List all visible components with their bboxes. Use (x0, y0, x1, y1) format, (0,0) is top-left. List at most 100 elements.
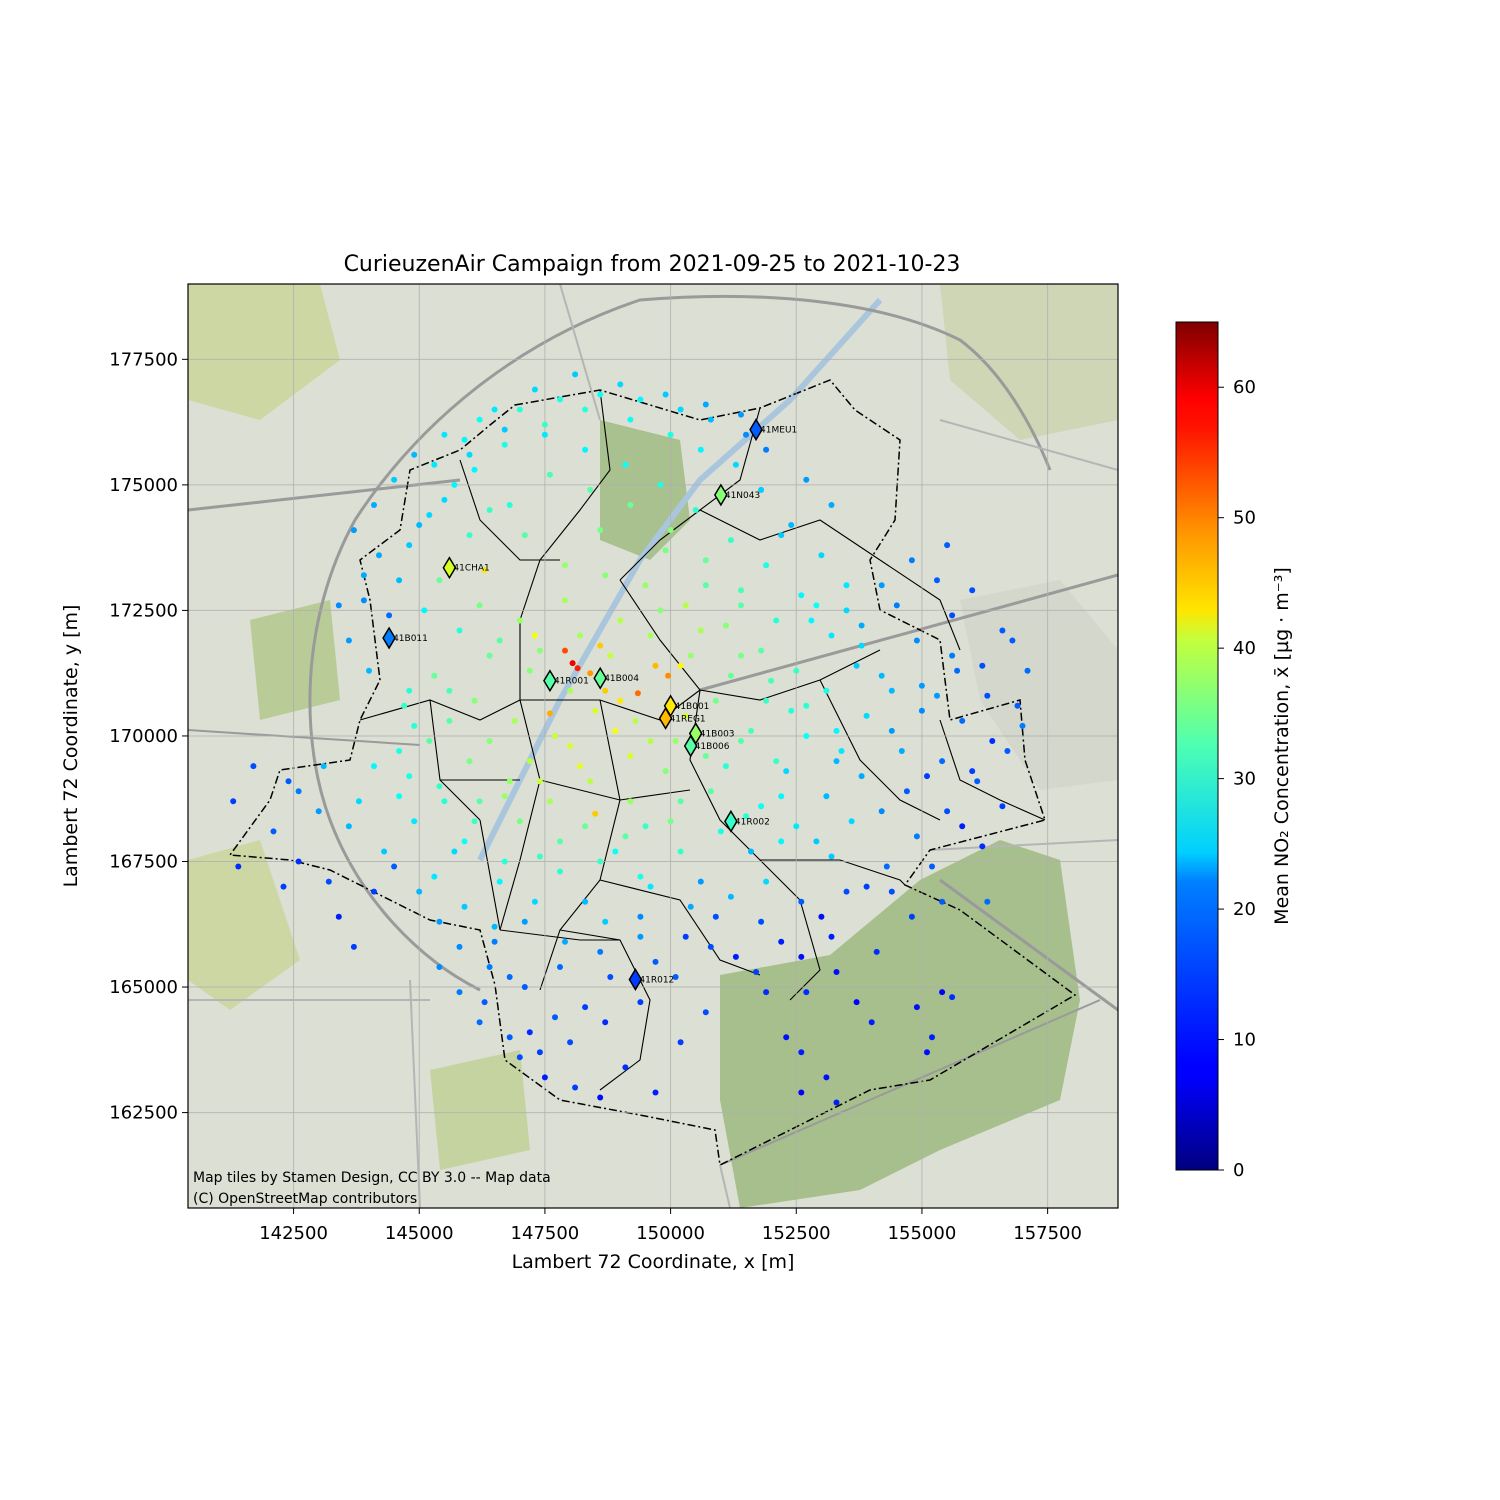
station-marker: 41R001 (543, 669, 589, 693)
sensor-point (883, 863, 890, 870)
sensor-point (833, 727, 840, 734)
sensor-point (768, 677, 775, 684)
sensor-point (778, 938, 785, 945)
sensor-point (350, 943, 357, 950)
sensor-point (536, 778, 543, 785)
sensor-point (526, 758, 533, 765)
sensor-point (371, 763, 377, 770)
sensor-point (416, 888, 423, 895)
station-diamond (749, 418, 763, 442)
sensor-point (411, 818, 418, 825)
sensor-point (411, 722, 418, 729)
sensor-point (572, 1084, 579, 1091)
station-marker: 41R002 (724, 809, 770, 833)
sensor-point (939, 989, 946, 996)
sensor-point (758, 918, 765, 925)
sensor-point (597, 1094, 604, 1101)
sensor-point (386, 612, 393, 619)
sensor-point (391, 476, 398, 483)
sensor-point (763, 878, 770, 885)
sensor-point (587, 486, 594, 493)
sensor-point (546, 798, 553, 805)
sensor-point (1004, 748, 1011, 754)
sensor-point (436, 964, 443, 970)
colorbar-tick-label: 20 (1233, 899, 1256, 920)
sensor-point (582, 1004, 589, 1011)
sensor-point (778, 793, 785, 800)
sensor-point (732, 461, 739, 468)
sensor-point (672, 738, 679, 744)
sensor-point (833, 969, 840, 975)
sensor-point (436, 783, 443, 790)
sensor-point (456, 943, 463, 950)
sensor-point (516, 406, 523, 413)
sensor-point (858, 622, 865, 629)
x-tick-label: 147500 (511, 1223, 580, 1244)
y-axis: 162500 165000 167500 170000 172500 175000 1775… (109, 349, 188, 1124)
x-tick-label: 155000 (888, 1223, 957, 1244)
sensor-point (979, 843, 986, 850)
forest-area (960, 580, 1118, 790)
sensor-point (506, 778, 513, 785)
sensor-point (536, 853, 543, 860)
sensor-point (634, 690, 641, 697)
sensor-point (562, 597, 568, 604)
sensor-point (597, 948, 604, 955)
sensor-point (665, 672, 672, 679)
sensor-point (738, 652, 744, 659)
sensor-point (934, 692, 940, 699)
sensor-point (476, 1019, 483, 1026)
sensor-point (783, 768, 790, 775)
sensor-point (511, 717, 518, 724)
sensor-point (868, 1019, 875, 1026)
sensor-point (335, 602, 342, 609)
sensor-point (501, 858, 508, 865)
sensor-point (491, 406, 498, 413)
road (559, 284, 601, 421)
sensor-point (627, 798, 634, 805)
sensor-point (702, 401, 709, 408)
sensor-point (451, 848, 458, 855)
station-diamond (713, 483, 728, 507)
sensor-point (486, 964, 493, 970)
sensor-point (632, 717, 639, 724)
station-label: 41B011 (393, 634, 428, 644)
sensor-point (738, 411, 744, 418)
sensor-point (637, 933, 644, 940)
ring-road (308, 519, 481, 992)
station-label: 41N043 (725, 491, 760, 501)
sensor-point (536, 1049, 543, 1056)
station-label: 41B004 (604, 674, 639, 684)
sensor-point (597, 527, 604, 534)
sensor-point (858, 773, 865, 780)
sensor-point (577, 763, 584, 770)
sensor-point (798, 898, 805, 905)
sensor-point (949, 994, 956, 1001)
sensor-point (687, 903, 694, 910)
sensor-point (637, 999, 644, 1006)
sensor-point (677, 848, 684, 855)
sensor-point (376, 552, 382, 559)
sensor-point (949, 612, 956, 619)
x-axis-label: Lambert 72 Coordinate, x [m] (512, 1251, 795, 1273)
sensor-point (531, 386, 538, 393)
sensor-point (391, 863, 398, 870)
station-diamond (724, 809, 738, 833)
sensor-point (516, 1054, 523, 1061)
sensor-point (401, 702, 408, 709)
sensor-point (707, 943, 714, 950)
sensor-point (702, 1009, 709, 1016)
sensor-point (602, 572, 609, 579)
station-label: 41B001 (675, 702, 710, 712)
sensor-point (798, 953, 805, 960)
sensor-point (913, 637, 920, 644)
sensor-point (662, 391, 669, 398)
sensor-point (763, 446, 770, 453)
sensor-point (622, 461, 629, 468)
sensor-point (637, 873, 644, 880)
sensor-point (431, 461, 438, 468)
plot-frame (187, 283, 1119, 1209)
sensor-point (441, 431, 448, 438)
sensor-point (441, 496, 448, 503)
